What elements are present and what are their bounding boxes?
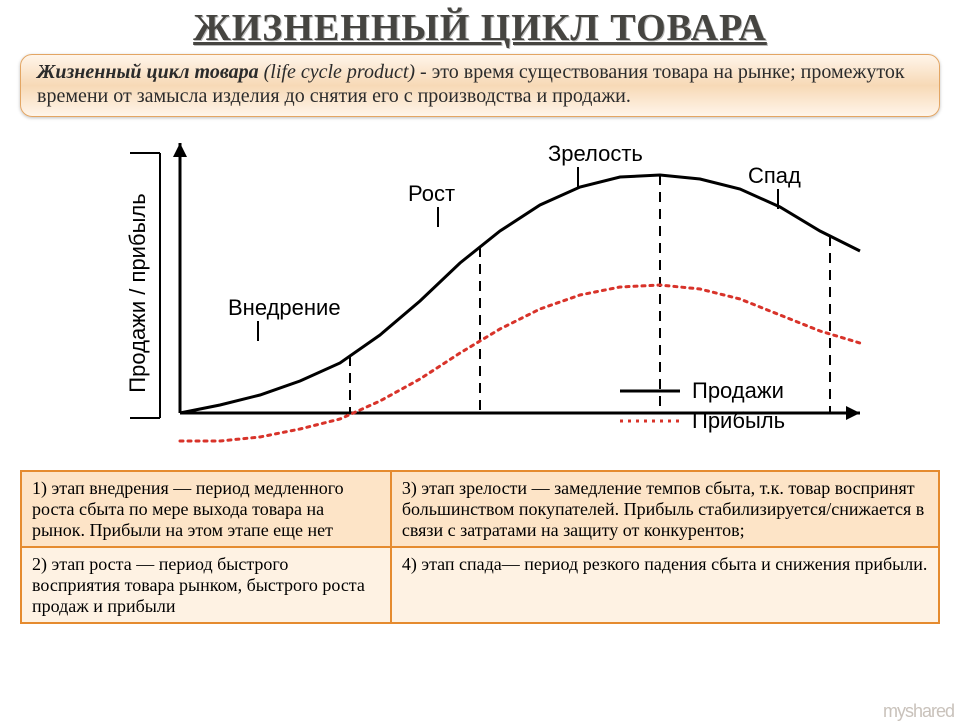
definition-box: Жизненный цикл товара (life cycle produc… xyxy=(20,54,940,117)
stage-2-cell: 2) этап роста — период быстрого восприят… xyxy=(21,547,391,623)
stage-1-cell: 1) этап внедрения — период медленного ро… xyxy=(21,471,391,547)
stage-3-cell: 3) этап зрелости — замедление темпов сбы… xyxy=(391,471,939,547)
definition-lead: Жизненный цикл товара xyxy=(37,61,259,83)
svg-text:Спад: Спад xyxy=(748,163,801,188)
svg-text:Рост: Рост xyxy=(408,181,455,206)
watermark: myshared xyxy=(883,701,954,722)
svg-text:Прибыль: Прибыль xyxy=(692,408,785,433)
svg-text:Продажи / прибыль: Продажи / прибыль xyxy=(125,194,150,393)
stages-table: 1) этап внедрения — период медленного ро… xyxy=(20,470,940,624)
page-title: ЖИЗНЕННЫЙ ЦИКЛ ТОВАРА xyxy=(0,0,960,54)
stage-4-cell: 4) этап спада— период резкого падения сб… xyxy=(391,547,939,623)
svg-text:Зрелость: Зрелость xyxy=(548,141,643,166)
definition-paren: (life cycle product) xyxy=(264,61,415,83)
svg-text:Внедрение: Внедрение xyxy=(228,295,341,320)
svg-text:Продажи: Продажи xyxy=(692,378,784,403)
lifecycle-chart: Продажи / прибыль Внедрение Рост Зрелость Сп… xyxy=(60,123,920,468)
